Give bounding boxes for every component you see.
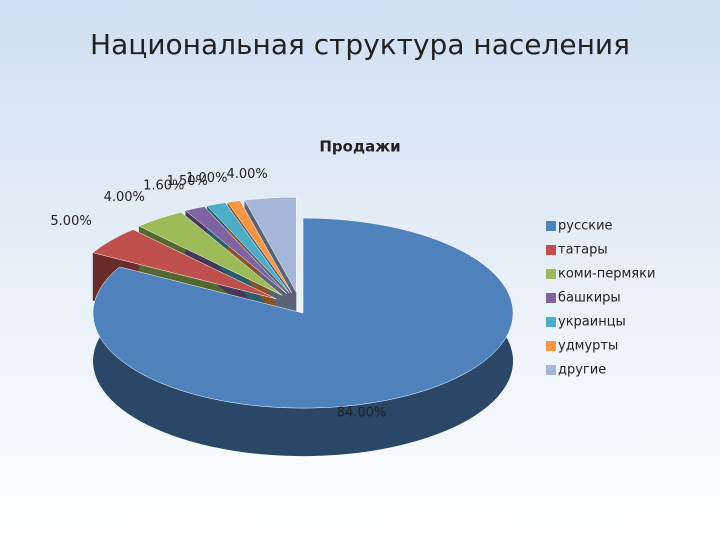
pie-slice: [92, 229, 277, 300]
legend-label: другие: [558, 363, 606, 378]
legend-label: башкиры: [558, 291, 621, 306]
data-label: 1.50%: [167, 174, 208, 189]
legend-swatch: [546, 245, 556, 255]
legend-label: коми-пермяки: [558, 267, 655, 282]
chart-title: Продажи: [319, 138, 400, 156]
pie-slice: [227, 200, 292, 293]
legend-label: украинцы: [558, 315, 626, 330]
legend-label: удмурты: [558, 339, 618, 354]
data-label: 4.00%: [104, 190, 145, 205]
data-label: 5.00%: [50, 214, 91, 229]
legend-swatch: [546, 317, 556, 327]
legend-swatch: [546, 269, 556, 279]
pie-slice: [244, 196, 297, 294]
data-label: 1.60%: [143, 179, 184, 194]
pie-slice: [185, 206, 288, 295]
legend-swatch: [546, 365, 556, 375]
pie-slice: [138, 211, 283, 296]
legend-label: татары: [558, 243, 608, 258]
pie-slice: [206, 202, 290, 294]
legend-swatch: [546, 293, 556, 303]
legend-label: русские: [558, 219, 613, 234]
data-label: 84.00%: [337, 406, 387, 421]
data-label: 1.00%: [186, 171, 227, 186]
data-label: 4.00%: [226, 167, 267, 182]
legend-swatch: [546, 221, 556, 231]
pie-slice: [92, 217, 514, 409]
slide-title: Национальная структура населения: [90, 28, 630, 61]
legend-swatch: [546, 341, 556, 351]
